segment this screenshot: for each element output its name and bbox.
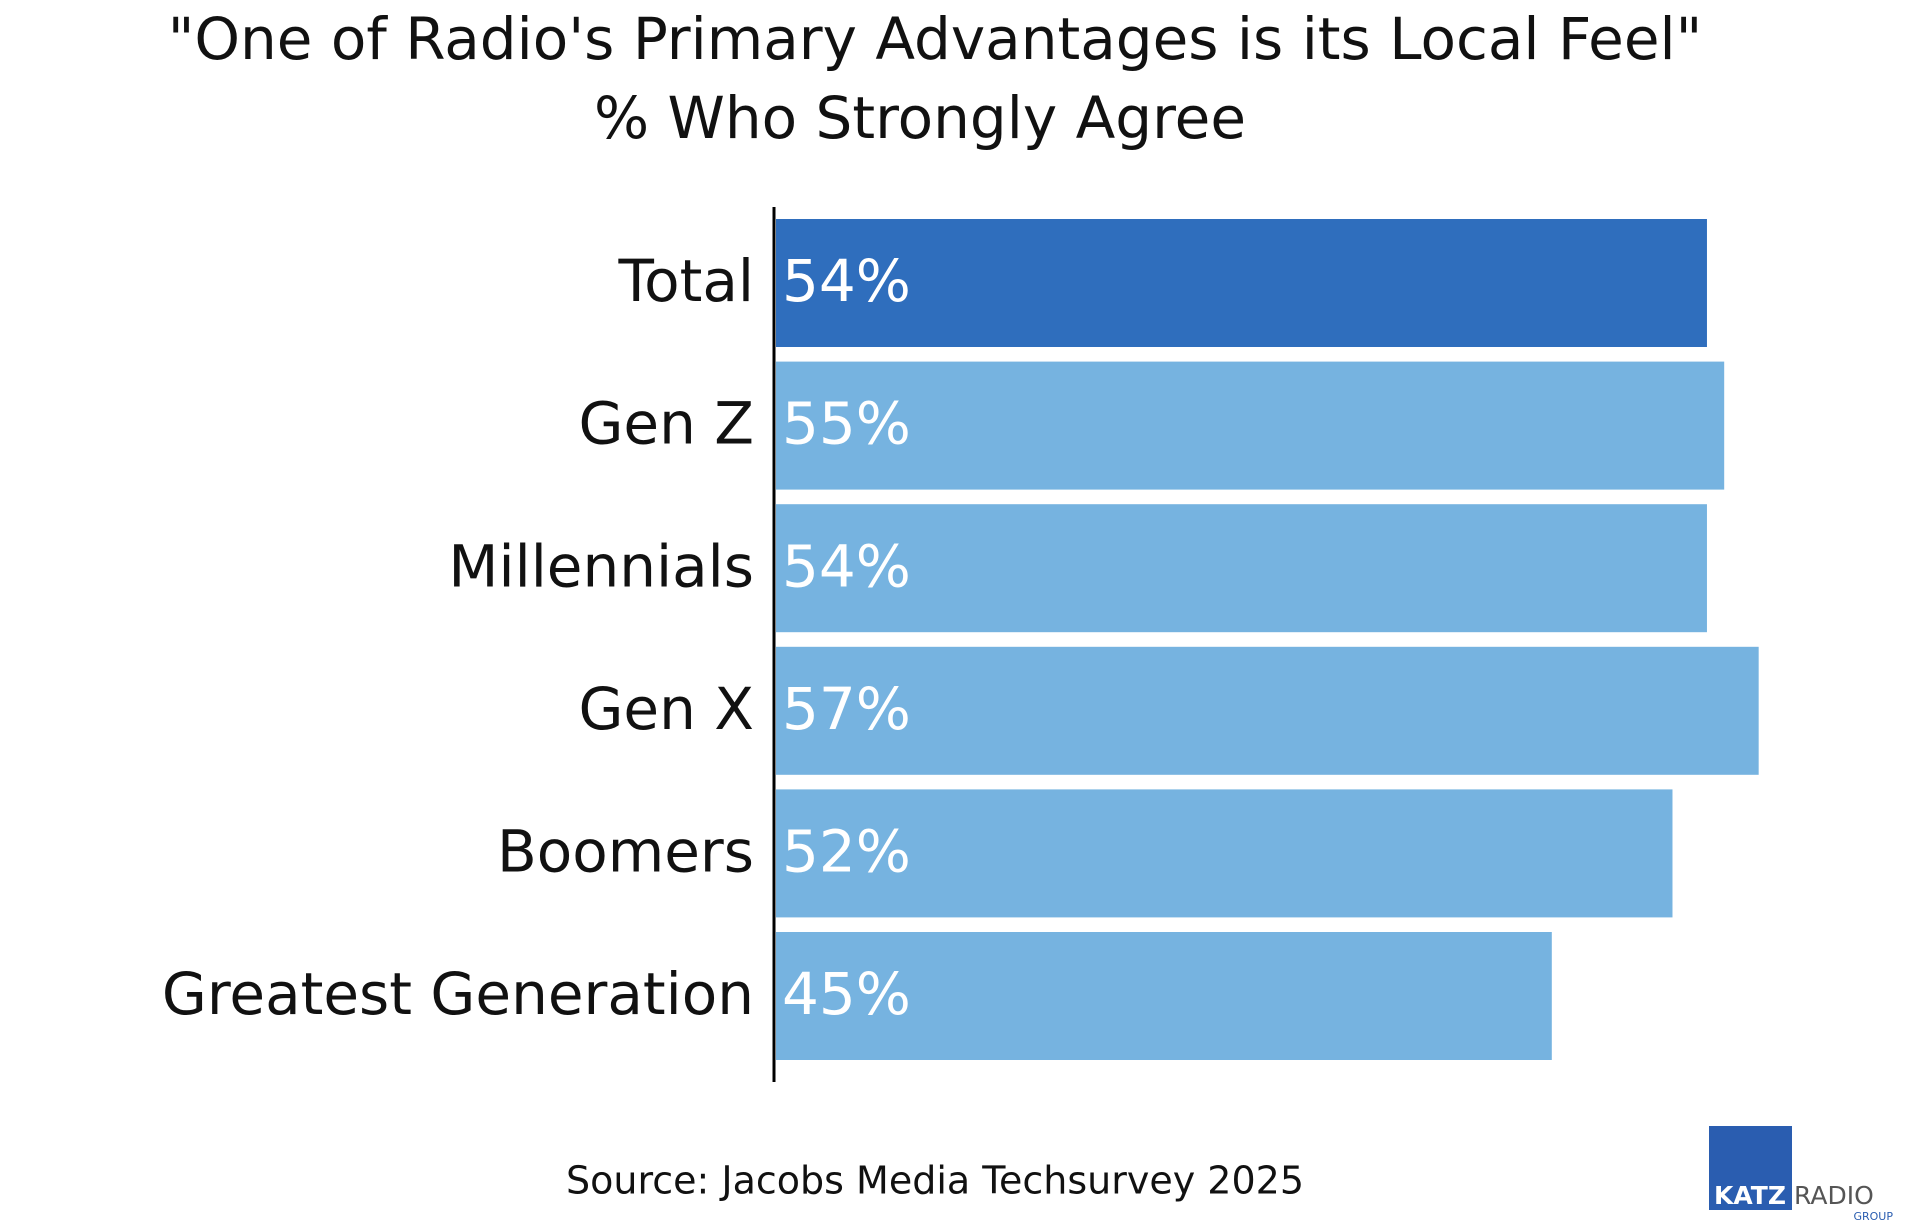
y-tick-label: Greatest Generation bbox=[162, 960, 754, 1028]
source-note: Source: Jacobs Media Techsurvey 2025 bbox=[566, 1159, 1304, 1203]
bar bbox=[776, 504, 1707, 633]
logo-brand: KATZ bbox=[1714, 1181, 1786, 1210]
logo-name: RADIO bbox=[1794, 1181, 1874, 1210]
value-label: 52% bbox=[782, 818, 911, 886]
logo-group: GROUP bbox=[1853, 1210, 1893, 1223]
chart-title: "One of Radio's Primary Advantages is it… bbox=[168, 5, 1703, 73]
value-label: 55% bbox=[782, 390, 911, 458]
logo-box bbox=[1709, 1126, 1792, 1210]
y-tick-label: Gen X bbox=[578, 675, 754, 743]
value-label: 57% bbox=[782, 675, 911, 743]
bar bbox=[776, 219, 1707, 347]
logo: KATZ RADIO GROUP bbox=[1709, 1126, 1893, 1223]
bar bbox=[776, 361, 1725, 490]
value-label: 54% bbox=[782, 247, 911, 315]
chart-subtitle: % Who Strongly Agree bbox=[594, 84, 1246, 152]
bar bbox=[776, 646, 1759, 775]
bar bbox=[776, 789, 1673, 918]
bar bbox=[776, 932, 1552, 1060]
y-tick-label: Millennials bbox=[448, 532, 754, 600]
value-label: 54% bbox=[782, 532, 911, 600]
y-tick-label: Boomers bbox=[497, 818, 754, 886]
y-tick-label: Gen Z bbox=[578, 390, 754, 458]
value-label: 45% bbox=[782, 960, 911, 1028]
y-tick-label: Total bbox=[618, 247, 754, 315]
